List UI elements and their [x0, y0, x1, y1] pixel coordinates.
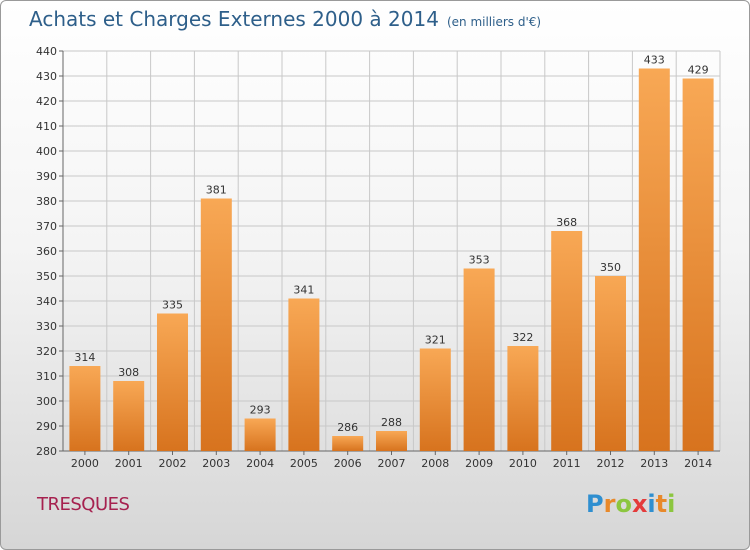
bar-value-label: 308	[118, 366, 139, 379]
y-tick-label: 400	[36, 145, 57, 158]
bar	[288, 298, 320, 451]
x-tick-label: 2005	[290, 457, 318, 470]
x-tick-label: 2001	[115, 457, 143, 470]
x-tick-label: 2006	[334, 457, 362, 470]
town-name: TRESQUES	[37, 494, 130, 515]
logo-letter: i	[667, 490, 676, 518]
x-tick-label: 2003	[202, 457, 230, 470]
y-tick-label: 290	[36, 420, 57, 433]
bar	[244, 418, 276, 451]
proxiti-logo[interactable]: Proxiti	[586, 490, 675, 518]
x-tick-label: 2002	[159, 457, 187, 470]
bar	[682, 78, 714, 451]
x-tick-label: 2011	[553, 457, 581, 470]
y-tick-label: 350	[36, 270, 57, 283]
x-tick-label: 2009	[465, 457, 493, 470]
bar	[157, 313, 188, 451]
x-tick-label: 2000	[71, 457, 99, 470]
x-tick-label: 2012	[597, 457, 625, 470]
bar	[376, 431, 407, 451]
chart-title: Achats et Charges Externes 2000 à 2014	[29, 7, 439, 31]
tick-labels: 280 290 300 310 320 330 340 350 360 370 380 390 400 4…	[36, 45, 712, 470]
bar-value-label: 350	[600, 261, 621, 274]
y-tick-label: 280	[36, 445, 57, 458]
chart-title-block: Achats et Charges Externes 2000 à 2014 (e…	[29, 7, 541, 31]
y-tick-label: 300	[36, 395, 57, 408]
bar-value-label: 335	[162, 299, 183, 312]
x-tick-label: 2014	[684, 457, 712, 470]
bar-value-label: 429	[688, 64, 709, 77]
y-tick-label: 420	[36, 95, 57, 108]
y-tick-label: 410	[36, 120, 57, 133]
x-tick-label: 2010	[509, 457, 537, 470]
y-tick-label: 310	[36, 370, 57, 383]
bar-value-label: 321	[425, 334, 446, 347]
chart-subtitle: (en milliers d'€)	[446, 15, 542, 29]
bar-value-label: 341	[293, 284, 314, 297]
logo-letter: o	[615, 490, 632, 518]
x-tick-label: 2004	[246, 457, 274, 470]
y-tick-label: 320	[36, 345, 57, 358]
bar	[113, 381, 145, 451]
y-tick-label: 370	[36, 220, 57, 233]
y-tick-label: 340	[36, 295, 57, 308]
y-tick-label: 390	[36, 170, 57, 183]
data-labels: 314 308 335 381 293 341 286 288 321 353 322 368 350 4…	[74, 54, 708, 435]
bar-value-label: 433	[644, 54, 665, 67]
y-tick-label: 440	[36, 45, 57, 58]
bar	[463, 268, 495, 451]
x-tick-label: 2007	[378, 457, 406, 470]
x-tick-label: 2013	[640, 457, 668, 470]
y-tick-label: 430	[36, 70, 57, 83]
bar-value-label: 322	[512, 331, 533, 344]
bar	[419, 348, 451, 451]
bars	[69, 68, 714, 451]
logo-letter: r	[603, 490, 616, 518]
bar-value-label: 353	[469, 254, 490, 267]
y-tick-label: 330	[36, 320, 57, 333]
bar	[595, 276, 626, 451]
bar-value-label: 314	[74, 351, 95, 364]
bar	[69, 366, 101, 451]
bar-value-label: 381	[206, 184, 227, 197]
bar-value-label: 286	[337, 421, 358, 434]
logo-letter: P	[586, 490, 604, 518]
bar-value-label: 368	[556, 216, 577, 229]
bar-value-label: 288	[381, 416, 402, 429]
logo-letter: i	[647, 490, 656, 518]
bar-value-label: 293	[250, 404, 271, 417]
bar	[638, 68, 670, 451]
logo-letter: x	[631, 490, 648, 518]
bar	[332, 436, 364, 451]
y-tick-label: 360	[36, 245, 57, 258]
bar	[200, 198, 232, 451]
y-tick-label: 380	[36, 195, 57, 208]
bar	[507, 346, 539, 451]
x-tick-label: 2008	[421, 457, 449, 470]
bar	[551, 231, 583, 451]
logo-letter: t	[655, 490, 668, 518]
